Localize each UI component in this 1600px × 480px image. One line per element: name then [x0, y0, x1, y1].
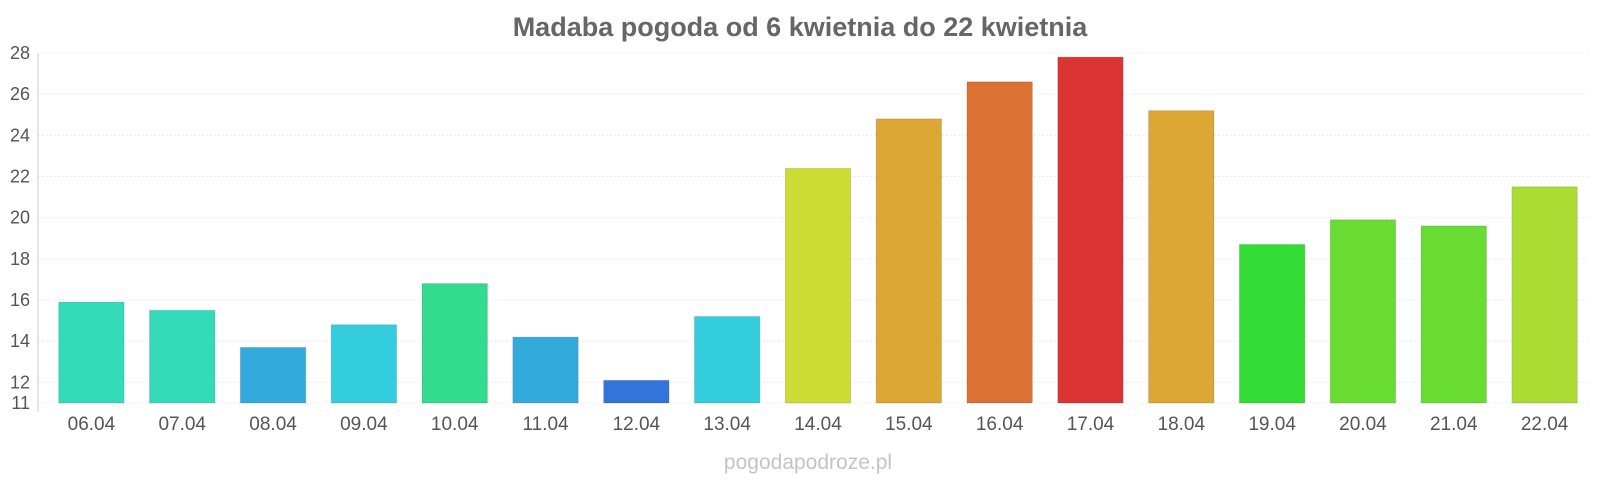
y-tick-label: 16	[10, 290, 30, 310]
bar-11.04	[512, 336, 579, 404]
bar-20.04	[1329, 219, 1397, 404]
bar-21.04	[1420, 225, 1487, 404]
watermark-text: pogodapodroze.pl	[724, 451, 892, 474]
x-tick-label: 10.04	[431, 414, 479, 435]
x-tick-label: 08.04	[249, 414, 297, 435]
bar-14.04	[784, 167, 852, 404]
bar-16.04	[966, 81, 1033, 404]
y-tick-label: 26	[10, 84, 30, 104]
bar-13.04	[693, 316, 761, 404]
bar-15.04	[875, 118, 943, 404]
bar-09.04	[330, 324, 398, 404]
bar-19.04	[1238, 243, 1306, 404]
y-tick-label: 18	[10, 249, 30, 269]
bar-17.04	[1057, 56, 1124, 404]
x-axis-ticks: 06.04 07.04 08.04 09.04 10.04 11.04 12.04 13.04…	[68, 414, 1569, 435]
bar-12.04	[603, 379, 670, 404]
x-tick-label: 14.04	[794, 414, 842, 435]
x-tick-label: 16.04	[976, 414, 1024, 435]
x-tick-label: 21.04	[1430, 414, 1478, 435]
bar-06.04	[58, 301, 125, 404]
chart-title: Madaba pogoda od 6 kwietnia do 22 kwietn…	[513, 12, 1089, 42]
y-tick-label: 24	[10, 125, 30, 145]
bars	[58, 56, 1578, 404]
y-tick-label: 28	[10, 43, 30, 63]
x-tick-label: 15.04	[885, 414, 933, 435]
bar-18.04	[1148, 110, 1215, 404]
x-tick-label: 20.04	[1339, 414, 1387, 435]
bar-10.04	[421, 283, 488, 404]
y-tick-label: 22	[10, 167, 30, 187]
y-tick-label: 11	[11, 393, 30, 413]
y-tick-label: 14	[10, 331, 30, 351]
y-tick-label: 20	[10, 208, 30, 228]
x-tick-label: 19.04	[1248, 414, 1296, 435]
x-tick-label: 09.04	[340, 414, 388, 435]
bar-22.04	[1511, 186, 1578, 404]
x-tick-label: 22.04	[1521, 414, 1569, 435]
x-tick-label: 12.04	[613, 414, 661, 435]
x-tick-label: 11.04	[522, 414, 569, 435]
x-tick-label: 07.04	[158, 414, 206, 435]
bar-08.04	[239, 346, 307, 404]
bar-07.04	[149, 309, 216, 404]
x-tick-label: 13.04	[703, 414, 751, 435]
x-tick-label: 06.04	[68, 414, 116, 435]
x-tick-label: 17.04	[1067, 414, 1115, 435]
y-tick-label: 12	[10, 372, 30, 392]
x-tick-label: 18.04	[1158, 414, 1206, 435]
